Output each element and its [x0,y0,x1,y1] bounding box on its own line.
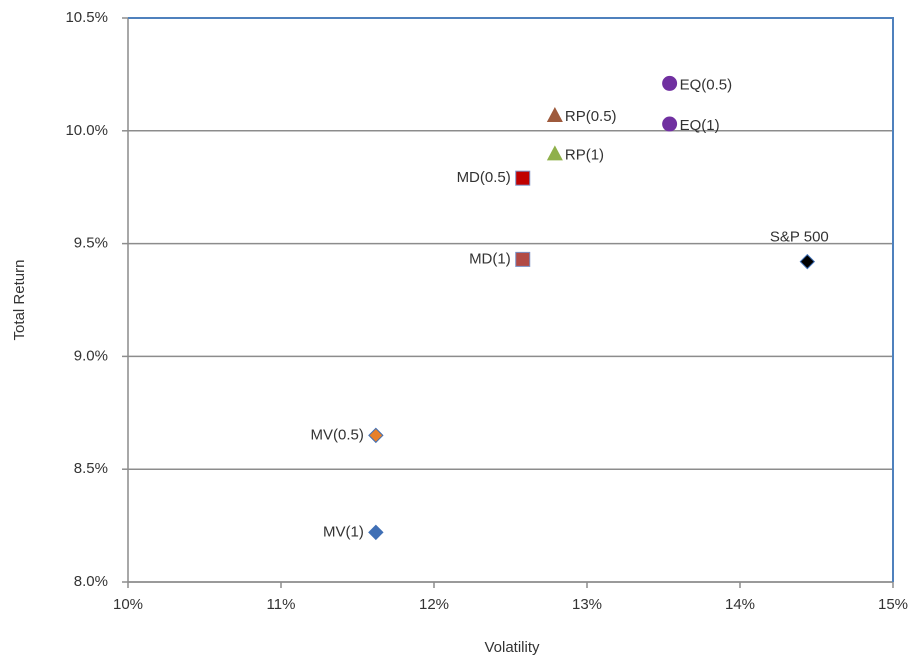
point-label: RP(0.5) [565,108,617,125]
x-tick-label: 11% [267,596,296,613]
point [662,116,678,132]
x-tick-label: 15% [878,596,908,613]
x-tick-label: 10% [113,596,143,613]
point-label: MV(1) [323,523,364,540]
y-tick-label: 9.5% [74,235,108,252]
point-label: RP(1) [565,146,604,163]
point-label: EQ(0.5) [680,76,733,93]
point [368,427,384,444]
point-label: MV(0.5) [311,426,364,443]
point [515,170,531,186]
point-label: MD(1) [469,250,511,267]
point [546,107,563,123]
x-tick-label: 14% [725,596,755,613]
point-label: EQ(1) [680,117,720,134]
y-tick-label: 10.5% [65,9,108,26]
point-label: MD(0.5) [457,169,511,186]
point-label: S&P 500 [770,229,829,246]
y-tick-label: 8.5% [74,460,108,477]
x-tick-label: 12% [419,596,449,613]
y-tick-label: 8.0% [74,573,108,590]
y-tick-label: 10.0% [65,122,108,139]
y-tick-label: 9.0% [74,347,108,364]
x-axis-title: Volatility [484,639,540,656]
point [662,75,678,91]
y-axis-title: Total Return [11,260,28,341]
plot-border [128,17,894,582]
point [515,251,531,267]
point [799,253,816,270]
x-tick-label: 13% [572,596,602,613]
point [546,145,563,161]
point [368,524,384,541]
